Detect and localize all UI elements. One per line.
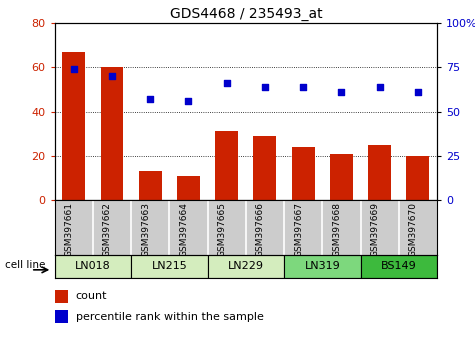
Text: GSM397665: GSM397665 [218, 202, 227, 257]
Point [146, 96, 154, 102]
Text: count: count [76, 291, 107, 302]
Text: GSM397663: GSM397663 [141, 202, 150, 257]
Bar [55, 255, 131, 278]
Bar [361, 255, 437, 278]
Bar [215, 131, 238, 200]
Point [299, 84, 307, 90]
Bar [139, 171, 162, 200]
Bar [55, 310, 68, 323]
Bar [101, 67, 124, 200]
Title: GDS4468 / 235493_at: GDS4468 / 235493_at [170, 7, 322, 21]
Point [223, 80, 230, 86]
Bar [330, 154, 353, 200]
Text: GSM397666: GSM397666 [256, 202, 265, 257]
Bar [208, 255, 284, 278]
Bar [407, 156, 429, 200]
Point [108, 73, 116, 79]
Text: GSM397667: GSM397667 [294, 202, 303, 257]
Text: GSM397670: GSM397670 [409, 202, 418, 257]
Text: LN319: LN319 [304, 261, 340, 272]
Bar [131, 255, 208, 278]
Point [376, 84, 383, 90]
Text: BS149: BS149 [381, 261, 417, 272]
Text: GSM397669: GSM397669 [370, 202, 380, 257]
Bar [254, 136, 276, 200]
Text: GSM397668: GSM397668 [332, 202, 342, 257]
Text: LN229: LN229 [228, 261, 264, 272]
Text: LN215: LN215 [152, 261, 187, 272]
Text: cell line: cell line [5, 259, 45, 270]
Bar [292, 147, 314, 200]
Point [70, 66, 77, 72]
Text: GSM397664: GSM397664 [180, 202, 189, 257]
Bar [55, 290, 68, 303]
Bar [62, 52, 85, 200]
Text: GSM397661: GSM397661 [65, 202, 74, 257]
Text: LN018: LN018 [75, 261, 111, 272]
Point [414, 89, 422, 95]
Point [185, 98, 192, 104]
Point [338, 89, 345, 95]
Bar [177, 176, 200, 200]
Point [261, 84, 269, 90]
Bar [368, 145, 391, 200]
Text: GSM397662: GSM397662 [103, 202, 112, 257]
Text: percentile rank within the sample: percentile rank within the sample [76, 312, 264, 322]
Bar [284, 255, 361, 278]
